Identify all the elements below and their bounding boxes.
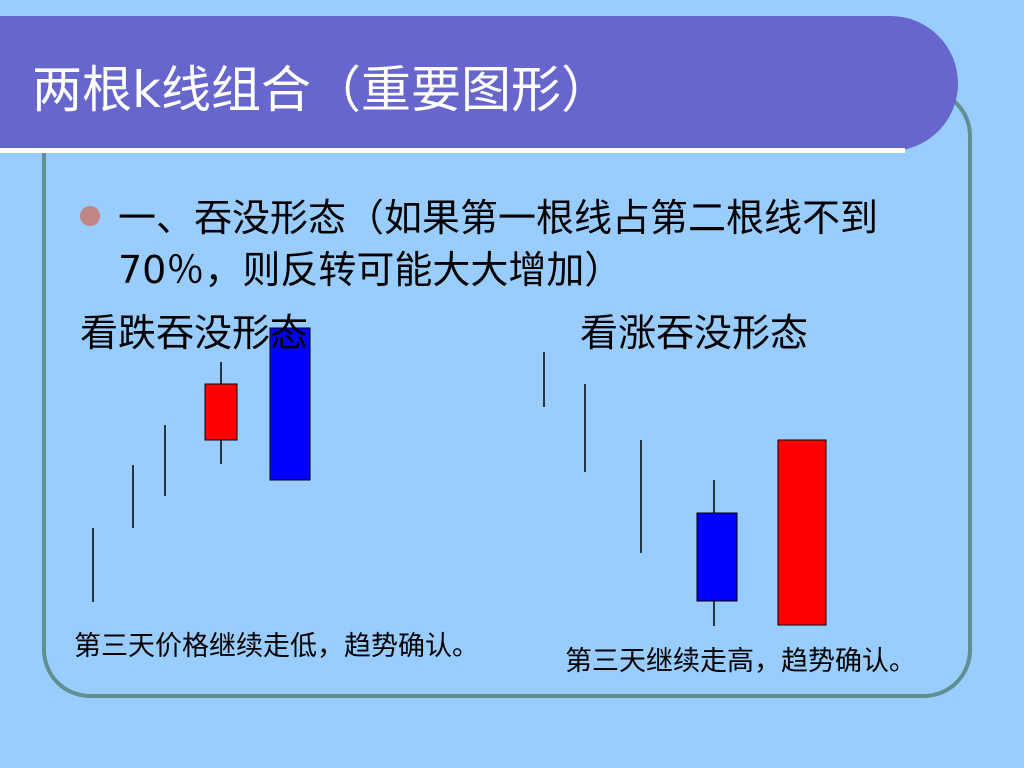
title-underline <box>0 148 905 153</box>
small-red-candle <box>204 383 238 441</box>
large-blue-candle <box>269 327 311 481</box>
bullet-text: 一、吞没形态（如果第一根线占第二根线不到70％，则反转可能大大增加） <box>118 196 879 292</box>
small-blue-candle <box>696 512 738 602</box>
bearish-label: 看跌吞没形态 <box>80 311 309 355</box>
large-red-candle <box>777 439 827 626</box>
bullet-icon <box>80 206 100 226</box>
bullish-label: 看涨吞没形态 <box>580 311 809 355</box>
bullish-caption: 第三天继续走高，趋势确认。 <box>565 646 916 677</box>
slide-title: 两根k线组合（重要图形） <box>32 61 611 119</box>
bearish-caption: 第三天价格继续走低，趋势确认。 <box>74 631 479 662</box>
title-bar: 两根k线组合（重要图形） <box>0 16 958 153</box>
